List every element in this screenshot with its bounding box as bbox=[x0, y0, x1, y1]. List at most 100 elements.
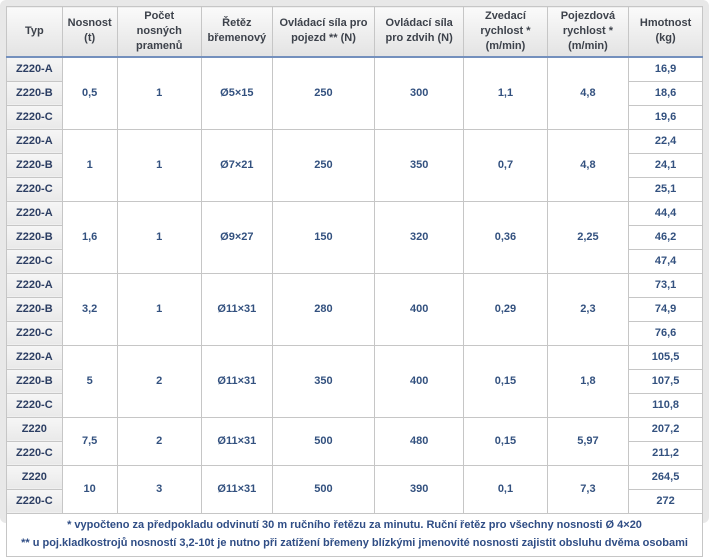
lift-speed-cell: 1,1 bbox=[463, 56, 548, 130]
chain-cell: Ø11×31 bbox=[200, 272, 273, 346]
column-header: Počet nosných pramenů bbox=[116, 5, 202, 58]
column-header: Ovládací síla pro zdvih (N) bbox=[374, 5, 465, 58]
column-header: Řetěz břemenový bbox=[200, 5, 273, 58]
table-row: Z220 10 3 Ø11×31 500 390 0,1 7,3 264,5 bbox=[6, 464, 703, 514]
table-row: Z220-B 107,5 bbox=[6, 368, 703, 394]
lift-speed-cell: 0,1 bbox=[463, 464, 548, 514]
weight-cell: 207,2 bbox=[628, 416, 703, 442]
table-row: Z220-C 19,6 bbox=[6, 104, 703, 130]
capacity-cell: 3,2 bbox=[61, 272, 118, 346]
weight-cell: 25,1 bbox=[628, 176, 703, 202]
chain-cell: Ø11×31 bbox=[200, 416, 273, 466]
table-row: Z220-B 46,2 bbox=[6, 224, 703, 250]
table-row: Z220-A 1,6 1 Ø9×27 150 320 0,36 2,25 44,4 bbox=[6, 200, 703, 274]
strands-cell: 1 bbox=[116, 56, 202, 130]
travel-force-cell: 350 bbox=[271, 344, 376, 418]
weight-cell: 211,2 bbox=[628, 440, 703, 466]
lift-speed-cell: 0,36 bbox=[463, 200, 548, 274]
table-body: Z220-A 0,5 1 Ø5×15 250 300 1,1 4,8 16,9 Z220-B 18,… bbox=[6, 56, 703, 514]
capacity-cell: 1 bbox=[61, 128, 118, 202]
capacity-cell: 1,6 bbox=[61, 200, 118, 274]
table-row: Z220-B 74,9 bbox=[6, 296, 703, 322]
travel-force-cell: 500 bbox=[271, 464, 376, 514]
table-row: Z220-B 24,1 bbox=[6, 152, 703, 178]
capacity-cell: 5 bbox=[61, 344, 118, 418]
capacity-cell: 10 bbox=[61, 464, 118, 514]
type-cell: Z220 bbox=[6, 416, 63, 442]
table-row: Z220-A 1 1 Ø7×21 250 350 0,7 4,8 22,4 bbox=[6, 128, 703, 202]
lift-speed-cell: 0,7 bbox=[463, 128, 548, 202]
chain-cell: Ø9×27 bbox=[200, 200, 273, 274]
column-header: Ovládací síla pro pojezd ** (N) bbox=[271, 5, 376, 58]
type-cell: Z220-C bbox=[6, 176, 63, 202]
table-row: Z220-C 47,4 bbox=[6, 248, 703, 274]
type-cell: Z220-B bbox=[6, 80, 63, 106]
table-row: Z220-A 5 2 Ø11×31 350 400 0,15 1,8 105,5 bbox=[6, 344, 703, 418]
capacity-cell: 7,5 bbox=[61, 416, 118, 466]
footnote-line-1: * vypočteno za předpokladu odvinutí 30 m… bbox=[67, 519, 642, 532]
weight-cell: 73,1 bbox=[628, 272, 703, 298]
capacity-cell: 0,5 bbox=[61, 56, 118, 130]
travel-force-cell: 500 bbox=[271, 416, 376, 466]
table-header: Typ Nosnost (t) Počet nosných pramenů Řetěz… bbox=[6, 5, 703, 58]
travel-speed-cell: 1,8 bbox=[546, 344, 630, 418]
weight-cell: 272 bbox=[628, 488, 703, 514]
weight-cell: 264,5 bbox=[628, 464, 703, 490]
type-cell: Z220-B bbox=[6, 224, 63, 250]
weight-cell: 16,9 bbox=[628, 56, 703, 82]
header-row: Typ Nosnost (t) Počet nosných pramenů Řetěz… bbox=[6, 5, 703, 58]
strands-cell: 3 bbox=[116, 464, 202, 514]
column-header: Zvedací rychlost * (m/min) bbox=[463, 5, 548, 58]
travel-speed-cell: 2,3 bbox=[546, 272, 630, 346]
type-cell: Z220-C bbox=[6, 320, 63, 346]
lift-force-cell: 390 bbox=[374, 464, 465, 514]
table-row: Z220-C 25,1 bbox=[6, 176, 703, 202]
table-row: Z220 7,5 2 Ø11×31 500 480 0,15 5,97 207,2 bbox=[6, 416, 703, 466]
spec-table: Typ Nosnost (t) Počet nosných pramenů Řetěz… bbox=[6, 5, 703, 557]
lift-force-cell: 400 bbox=[374, 272, 465, 346]
weight-cell: 19,6 bbox=[628, 104, 703, 130]
type-cell: Z220 bbox=[6, 464, 63, 490]
type-cell: Z220-B bbox=[6, 152, 63, 178]
weight-cell: 18,6 bbox=[628, 80, 703, 106]
type-cell: Z220-A bbox=[6, 56, 63, 82]
type-cell: Z220-B bbox=[6, 368, 63, 394]
type-cell: Z220-C bbox=[6, 248, 63, 274]
travel-force-cell: 150 bbox=[271, 200, 376, 274]
strands-cell: 1 bbox=[116, 128, 202, 202]
weight-cell: 74,9 bbox=[628, 296, 703, 322]
table-row: Z220-C 211,2 bbox=[6, 440, 703, 466]
weight-cell: 44,4 bbox=[628, 200, 703, 226]
weight-cell: 46,2 bbox=[628, 224, 703, 250]
travel-speed-cell: 2,25 bbox=[546, 200, 630, 274]
table-row: Z220-A 0,5 1 Ø5×15 250 300 1,1 4,8 16,9 bbox=[6, 56, 703, 130]
lift-speed-cell: 0,15 bbox=[463, 416, 548, 466]
lift-force-cell: 300 bbox=[374, 56, 465, 130]
weight-cell: 76,6 bbox=[628, 320, 703, 346]
chain-cell: Ø5×15 bbox=[200, 56, 273, 130]
strands-cell: 2 bbox=[116, 416, 202, 466]
column-header: Nosnost (t) bbox=[61, 5, 118, 58]
type-cell: Z220-A bbox=[6, 272, 63, 298]
type-cell: Z220-C bbox=[6, 104, 63, 130]
chain-cell: Ø11×31 bbox=[200, 344, 273, 418]
travel-force-cell: 250 bbox=[271, 128, 376, 202]
weight-cell: 105,5 bbox=[628, 344, 703, 370]
travel-speed-cell: 7,3 bbox=[546, 464, 630, 514]
type-cell: Z220-C bbox=[6, 392, 63, 418]
type-cell: Z220-B bbox=[6, 296, 63, 322]
type-cell: Z220-A bbox=[6, 128, 63, 154]
column-header: Typ bbox=[6, 5, 63, 58]
weight-cell: 47,4 bbox=[628, 248, 703, 274]
travel-speed-cell: 4,8 bbox=[546, 56, 630, 130]
weight-cell: 107,5 bbox=[628, 368, 703, 394]
type-cell: Z220-C bbox=[6, 440, 63, 466]
column-header: Pojezdová rychlost * (m/min) bbox=[546, 5, 630, 58]
type-cell: Z220-A bbox=[6, 200, 63, 226]
strands-cell: 2 bbox=[116, 344, 202, 418]
lift-force-cell: 480 bbox=[374, 416, 465, 466]
lift-force-cell: 350 bbox=[374, 128, 465, 202]
chain-cell: Ø11×31 bbox=[200, 464, 273, 514]
type-cell: Z220-C bbox=[6, 488, 63, 514]
